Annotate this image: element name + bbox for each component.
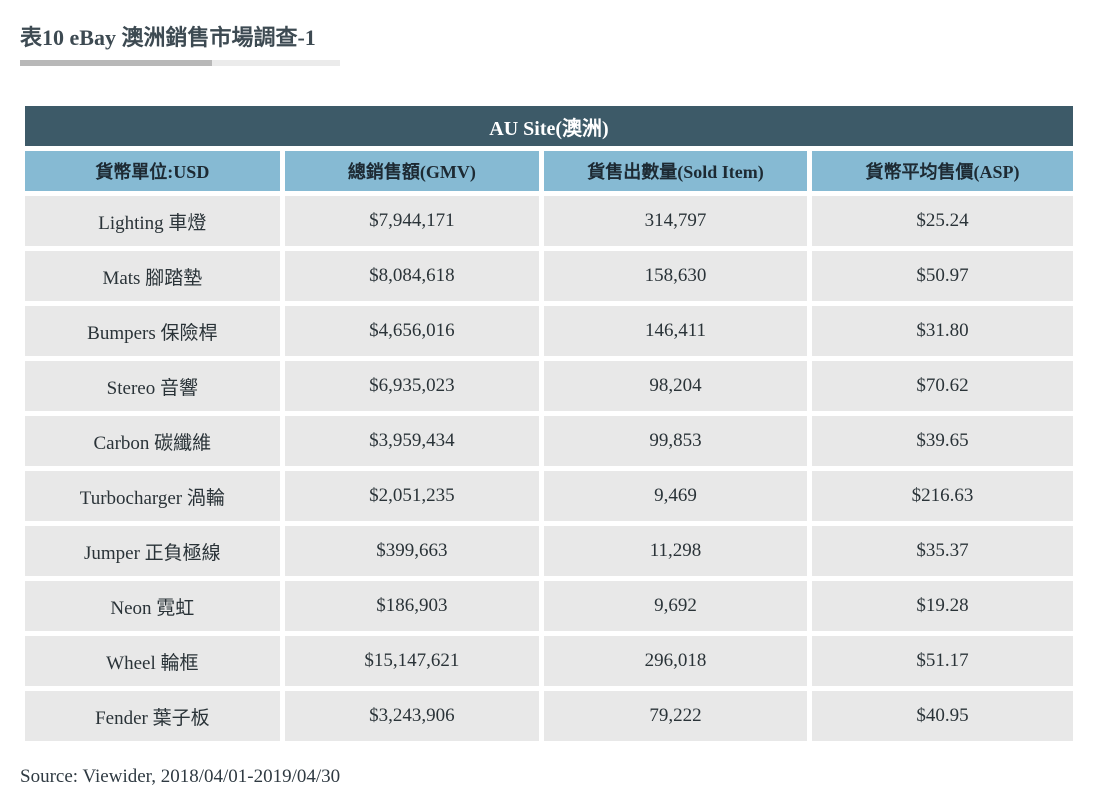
table-row: Jumper 正負極線$399,66311,298$35.37	[25, 526, 1073, 576]
table-cell: Carbon 碳纖維	[25, 416, 280, 466]
source-text: Source: Viewider, 2018/04/01-2019/04/30	[20, 766, 1078, 788]
table-body: Lighting 車燈$7,944,171314,797$25.24Mats 腳…	[25, 196, 1073, 741]
table-cell: 98,204	[544, 361, 807, 411]
table-cell: 79,222	[544, 691, 807, 741]
table-cell: 158,630	[544, 251, 807, 301]
table-cell: 9,692	[544, 581, 807, 631]
table-cell: $4,656,016	[285, 306, 539, 356]
table-cell: Neon 霓虹	[25, 581, 280, 631]
table-row: Lighting 車燈$7,944,171314,797$25.24	[25, 196, 1073, 246]
table-title: 表10 eBay 澳洲銷售市場調查-1	[20, 20, 1078, 52]
table-cell: 314,797	[544, 196, 807, 246]
table-cell: 146,411	[544, 306, 807, 356]
table-cell: $50.97	[812, 251, 1073, 301]
table-cell: $3,959,434	[285, 416, 539, 466]
table-cell: Bumpers 保險桿	[25, 306, 280, 356]
column-header-row: 貨幣單位:USD 總銷售額(GMV) 貨售出數量(Sold Item) 貨幣平均…	[25, 151, 1073, 191]
table-cell: Jumper 正負極線	[25, 526, 280, 576]
table-cell: $31.80	[812, 306, 1073, 356]
table-cell: 296,018	[544, 636, 807, 686]
table-cell: $19.28	[812, 581, 1073, 631]
table-cell: $51.17	[812, 636, 1073, 686]
table-cell: 9,469	[544, 471, 807, 521]
title-underline	[20, 60, 340, 66]
table-row: Wheel 輪框$15,147,621296,018$51.17	[25, 636, 1073, 686]
table-cell: Stereo 音響	[25, 361, 280, 411]
table-cell: $39.65	[812, 416, 1073, 466]
table-row: Bumpers 保險桿$4,656,016146,411$31.80	[25, 306, 1073, 356]
table-cell: $399,663	[285, 526, 539, 576]
table-cell: $6,935,023	[285, 361, 539, 411]
table-cell: Mats 腳踏墊	[25, 251, 280, 301]
table-cell: Lighting 車燈	[25, 196, 280, 246]
table-cell: 99,853	[544, 416, 807, 466]
super-header: AU Site(澳洲)	[25, 106, 1073, 146]
col-header-asp: 貨幣平均售價(ASP)	[812, 151, 1073, 191]
col-header-sold: 貨售出數量(Sold Item)	[544, 151, 807, 191]
table-cell: Fender 葉子板	[25, 691, 280, 741]
col-header-currency: 貨幣單位:USD	[25, 151, 280, 191]
table-cell: $35.37	[812, 526, 1073, 576]
table-cell: Turbocharger 渦輪	[25, 471, 280, 521]
table-row: Neon 霓虹$186,9039,692$19.28	[25, 581, 1073, 631]
table-row: Fender 葉子板$3,243,90679,222$40.95	[25, 691, 1073, 741]
data-table: AU Site(澳洲) 貨幣單位:USD 總銷售額(GMV) 貨售出數量(Sol…	[20, 101, 1078, 746]
table-cell: $40.95	[812, 691, 1073, 741]
table-row: Carbon 碳纖維$3,959,43499,853$39.65	[25, 416, 1073, 466]
table-cell: $7,944,171	[285, 196, 539, 246]
table-row: Mats 腳踏墊$8,084,618158,630$50.97	[25, 251, 1073, 301]
col-header-gmv: 總銷售額(GMV)	[285, 151, 539, 191]
table-row: Stereo 音響$6,935,02398,204$70.62	[25, 361, 1073, 411]
table-cell: $15,147,621	[285, 636, 539, 686]
table-cell: $8,084,618	[285, 251, 539, 301]
table-cell: $2,051,235	[285, 471, 539, 521]
table-row: Turbocharger 渦輪$2,051,2359,469$216.63	[25, 471, 1073, 521]
table-cell: $186,903	[285, 581, 539, 631]
table-cell: $3,243,906	[285, 691, 539, 741]
table-cell: Wheel 輪框	[25, 636, 280, 686]
table-cell: 11,298	[544, 526, 807, 576]
table-cell: $70.62	[812, 361, 1073, 411]
table-cell: $216.63	[812, 471, 1073, 521]
table-cell: $25.24	[812, 196, 1073, 246]
